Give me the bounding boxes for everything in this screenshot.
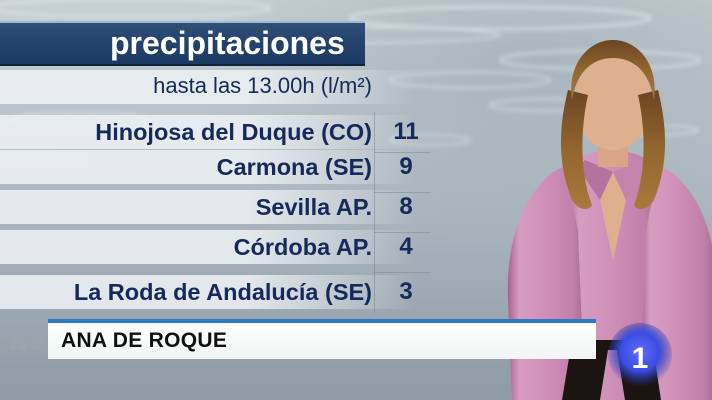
svg-text:1: 1 <box>632 342 649 375</box>
